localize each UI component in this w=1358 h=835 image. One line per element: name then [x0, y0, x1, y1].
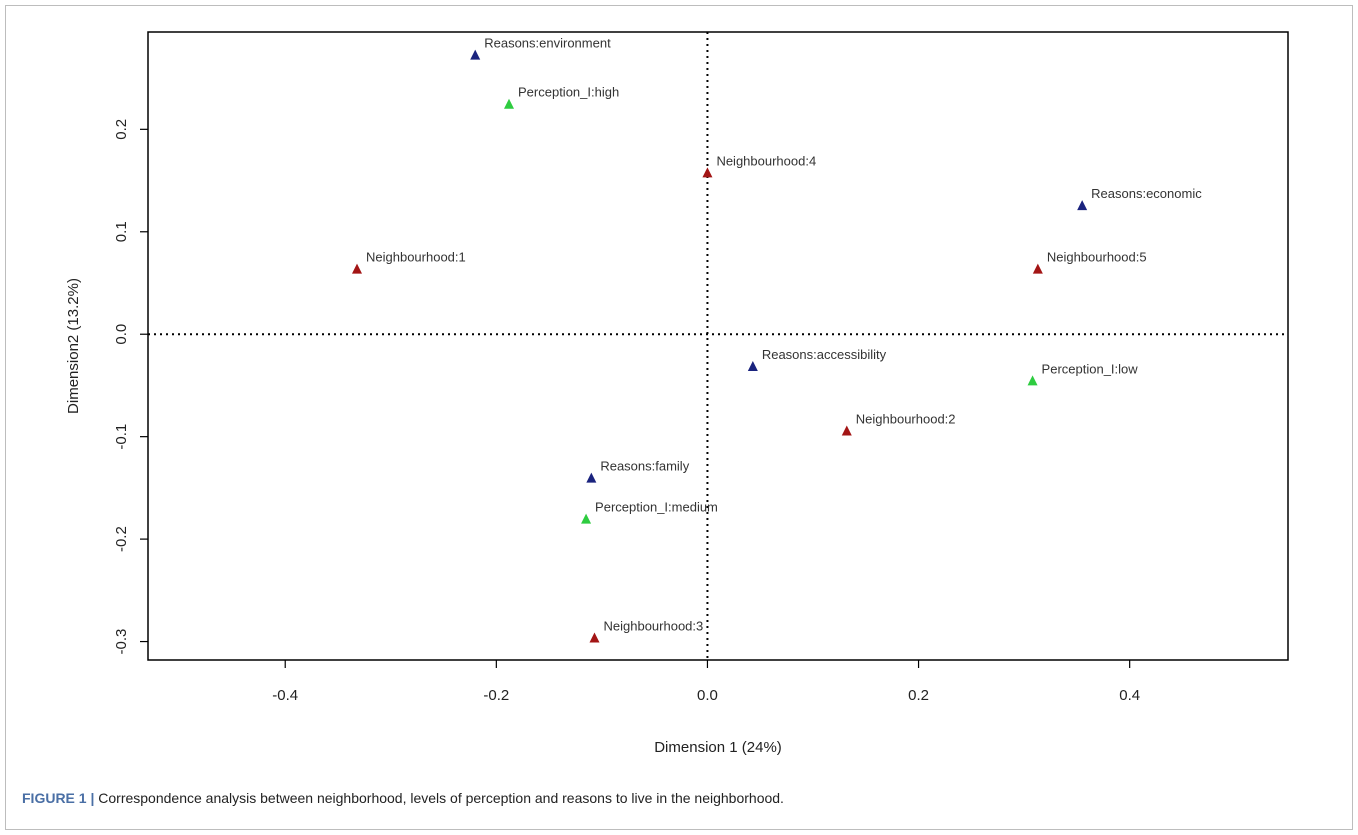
y-axis-label: Dimension2 (13.2%) [65, 278, 82, 414]
triangle-marker [747, 361, 758, 372]
triangle-marker [1077, 200, 1088, 211]
triangle-marker [581, 513, 592, 524]
point-neighbourhood: Neighbourhood:3 [589, 618, 704, 643]
caption-text: Correspondence analysis between neighbor… [94, 790, 784, 806]
data-points: Reasons:environment Perception_I:high Neig… [352, 36, 1202, 643]
triangle-marker [470, 49, 481, 60]
point-reasons: Reasons:environment [470, 36, 611, 60]
correspondence-analysis-chart: -0.4 -0.2 0.0 0.2 0.4 0.20.10.0-0.1-0.2-0.3 … [65, 31, 1289, 756]
point-perception: Perception_I:high [504, 85, 619, 109]
triangle-marker [702, 167, 713, 178]
y-tick-label: 0.1 [113, 221, 130, 242]
triangle-marker [504, 98, 514, 109]
triangle-marker [352, 263, 362, 274]
point-reasons: Reasons:accessibility [747, 347, 887, 372]
x-tick-label: 0.4 [1119, 687, 1140, 704]
point-label: Perception_I:low [1042, 361, 1139, 376]
triangle-marker [1027, 375, 1038, 386]
y-tick-label: 0.2 [113, 119, 130, 140]
point-reasons: Reasons:economic [1077, 186, 1202, 211]
point-label: Perception_I:medium [595, 500, 718, 515]
x-tick-label: 0.2 [908, 687, 929, 704]
figure-label: FIGURE 1 | [22, 790, 95, 806]
figure-caption: FIGURE 1 | Correspondence analysis betwe… [22, 790, 1342, 806]
plot-area [147, 31, 1289, 661]
point-label: Neighbourhood:2 [856, 412, 956, 427]
point-label: Reasons:economic [1091, 186, 1202, 201]
y-axis: 0.2 0.1 0.0 -0.1 -0.2 -0.3 [113, 119, 148, 655]
triangle-marker [589, 632, 600, 643]
x-axis: -0.4 -0.2 0.0 0.2 0.4 [272, 660, 1140, 704]
y-tick-label: -0.3 [113, 629, 130, 655]
point-label: Neighbourhood:5 [1047, 250, 1147, 265]
triangle-marker [1032, 263, 1043, 274]
triangle-marker [841, 425, 852, 436]
point-label: Reasons:family [600, 459, 689, 474]
x-tick-label: -0.4 [272, 687, 298, 704]
point-perception: Perception_I:low [1027, 361, 1139, 386]
point-neighbourhood: Neighbourhood:5 [1032, 250, 1147, 274]
point-neighbourhood: Neighbourhood:4 [702, 153, 816, 178]
point-label: Neighbourhood:1 [366, 250, 466, 265]
y-tick-label: -0.2 [113, 526, 130, 552]
reference-lines [148, 32, 1288, 660]
x-tick-label: -0.2 [483, 687, 509, 704]
point-label: Reasons:accessibility [762, 347, 887, 362]
y-tick-label: 0.0 [113, 324, 130, 345]
point-label: Perception_I:high [518, 85, 619, 100]
point-neighbourhood: Neighbourhood:1 [352, 250, 466, 274]
x-axis-label: Dimension 1 (24%) [654, 739, 782, 756]
triangle-marker [586, 472, 597, 483]
point-neighbourhood: Neighbourhood:2 [841, 412, 956, 436]
x-tick-label: 0.0 [697, 687, 718, 704]
point-label: Reasons:environment [484, 36, 611, 51]
point-label: Neighbourhood:4 [716, 153, 816, 168]
y-tick-label: -0.1 [113, 424, 130, 450]
figure-frame [5, 5, 1353, 830]
point-reasons: Reasons:family [586, 459, 690, 483]
point-label: Neighbourhood:3 [604, 618, 704, 633]
point-perception: Perception_I:medium [581, 500, 718, 524]
